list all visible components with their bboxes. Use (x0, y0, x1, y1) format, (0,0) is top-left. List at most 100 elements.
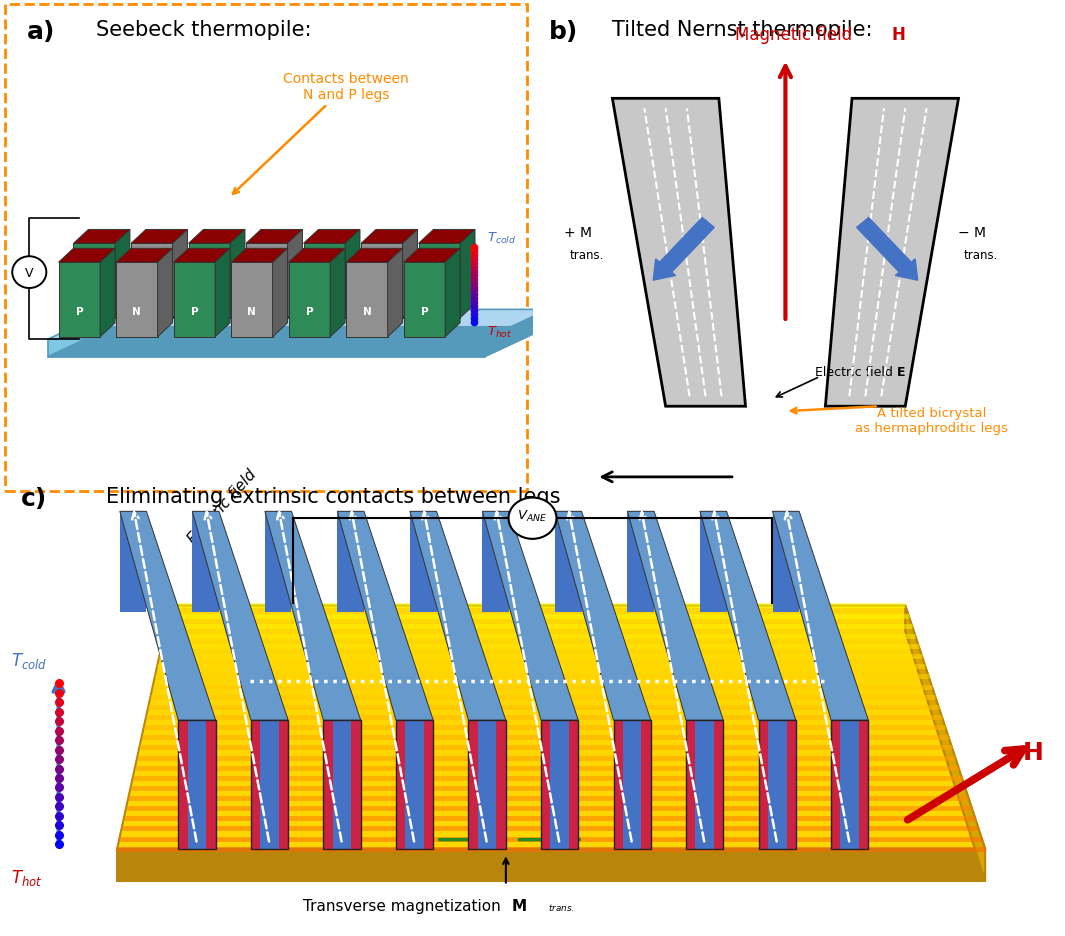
Polygon shape (406, 721, 424, 849)
Polygon shape (59, 249, 115, 263)
Text: N: N (147, 287, 157, 298)
Polygon shape (73, 230, 130, 244)
Polygon shape (478, 721, 496, 849)
Polygon shape (273, 249, 288, 337)
Polygon shape (207, 721, 215, 849)
Polygon shape (758, 721, 768, 849)
Text: b): b) (548, 20, 577, 44)
Text: N: N (362, 306, 372, 316)
Polygon shape (541, 721, 551, 849)
Polygon shape (700, 512, 796, 721)
Polygon shape (388, 249, 403, 337)
Text: $T_{cold}$: $T_{cold}$ (488, 230, 517, 245)
Polygon shape (260, 721, 279, 849)
Polygon shape (346, 249, 403, 263)
Polygon shape (304, 244, 345, 318)
Text: c): c) (21, 487, 48, 510)
Polygon shape (613, 721, 623, 849)
Text: $_{trans.}$: $_{trans.}$ (548, 900, 575, 914)
Polygon shape (158, 249, 173, 337)
Text: P: P (321, 287, 328, 298)
Text: + M: + M (564, 227, 592, 241)
Polygon shape (346, 263, 388, 337)
Polygon shape (361, 244, 403, 318)
Polygon shape (230, 230, 245, 318)
Text: P: P (436, 287, 443, 298)
Polygon shape (695, 721, 714, 849)
Text: V: V (26, 267, 33, 279)
Polygon shape (482, 512, 509, 613)
Polygon shape (48, 340, 485, 358)
Text: Seebeck thermopile:: Seebeck thermopile: (96, 20, 311, 40)
Polygon shape (246, 244, 288, 318)
Polygon shape (73, 244, 115, 318)
Text: P: P (91, 287, 98, 298)
Polygon shape (193, 512, 289, 721)
Text: trans.: trans. (964, 249, 998, 262)
Text: E: E (897, 366, 905, 378)
Text: Contacts between
N and P legs: Contacts between N and P legs (233, 72, 409, 195)
Polygon shape (361, 230, 417, 244)
Polygon shape (338, 512, 364, 613)
Polygon shape (714, 721, 723, 849)
Polygon shape (265, 512, 361, 721)
Polygon shape (627, 512, 723, 721)
Polygon shape (187, 721, 207, 849)
Polygon shape (48, 310, 548, 340)
Text: Electric field: Electric field (185, 462, 262, 547)
Polygon shape (246, 230, 302, 244)
Text: $\mathbf{M}$: $\mathbf{M}$ (511, 897, 527, 914)
Polygon shape (700, 512, 726, 613)
Polygon shape (641, 721, 651, 849)
Text: N: N (377, 287, 387, 298)
Polygon shape (330, 249, 345, 337)
Text: Transverse magnetization: Transverse magnetization (304, 898, 506, 914)
Text: E: E (276, 517, 294, 534)
Polygon shape (404, 249, 460, 263)
Polygon shape (174, 263, 215, 337)
Polygon shape (612, 99, 746, 407)
Polygon shape (193, 512, 219, 613)
Polygon shape (265, 512, 292, 613)
Text: N: N (132, 306, 142, 316)
Text: a): a) (27, 20, 55, 44)
Polygon shape (119, 512, 146, 613)
Polygon shape (569, 721, 578, 849)
Polygon shape (131, 230, 187, 244)
Polygon shape (345, 230, 360, 318)
Polygon shape (555, 512, 651, 721)
Polygon shape (859, 721, 868, 849)
Polygon shape (289, 249, 345, 263)
Polygon shape (251, 721, 260, 849)
Text: trans.: trans. (570, 249, 604, 262)
FancyArrow shape (856, 218, 918, 281)
Polygon shape (119, 512, 215, 721)
Polygon shape (215, 249, 230, 337)
Polygon shape (332, 721, 351, 849)
Polygon shape (173, 230, 187, 318)
Polygon shape (410, 512, 437, 613)
Polygon shape (174, 249, 230, 263)
Polygon shape (772, 512, 799, 613)
Polygon shape (304, 230, 360, 244)
Polygon shape (686, 721, 695, 849)
Polygon shape (117, 606, 985, 849)
Polygon shape (419, 230, 475, 244)
Polygon shape (116, 263, 158, 337)
Polygon shape (48, 328, 548, 358)
FancyArrow shape (653, 218, 715, 281)
Polygon shape (623, 721, 641, 849)
Polygon shape (424, 721, 433, 849)
Polygon shape (115, 230, 130, 318)
Polygon shape (787, 721, 796, 849)
Polygon shape (288, 230, 302, 318)
Text: P: P (206, 287, 213, 298)
Polygon shape (396, 721, 406, 849)
Text: Eliminating extrinsic contacts between legs: Eliminating extrinsic contacts between l… (106, 487, 561, 506)
Text: $V_{ANE}$: $V_{ANE}$ (518, 509, 547, 524)
Polygon shape (59, 263, 100, 337)
Polygon shape (445, 249, 460, 337)
Text: H: H (1022, 740, 1044, 765)
Polygon shape (351, 721, 361, 849)
Polygon shape (403, 230, 417, 318)
